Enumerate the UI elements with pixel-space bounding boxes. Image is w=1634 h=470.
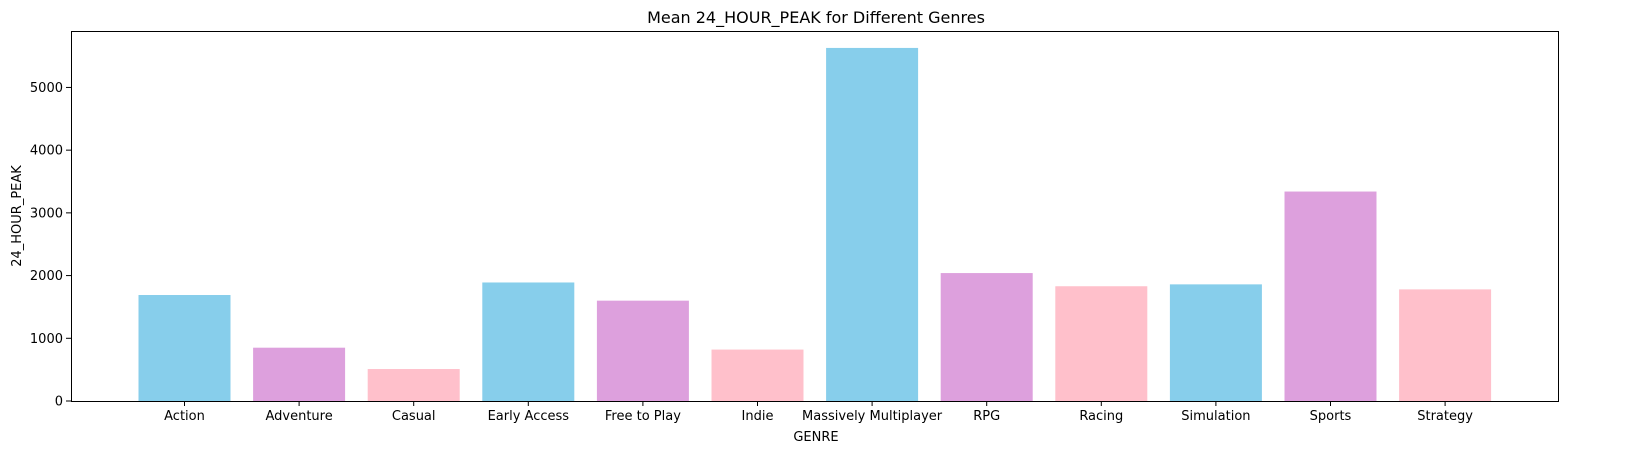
- plot-area-frame: [71, 31, 1559, 402]
- bar-early-access: [482, 282, 575, 401]
- bar-indie: [711, 349, 804, 401]
- x-tick-label: Indie: [742, 409, 774, 424]
- y-tick-label: 3000: [30, 206, 63, 221]
- bar-adventure: [253, 347, 346, 401]
- y-axis-ticks: 0 1000 2000 3000 4000 5000: [30, 81, 71, 410]
- chart-title: Mean 24_HOUR_PEAK for Different Genres: [647, 8, 985, 28]
- x-tick-label: Sports: [1310, 409, 1352, 424]
- y-tick-label: 4000: [30, 144, 63, 159]
- x-tick-label: Free to Play: [605, 409, 681, 424]
- x-axis-ticks: Action Adventure Casual Early Access Free to…: [164, 401, 1473, 424]
- bars: [138, 47, 1492, 402]
- y-axis-label: 24_HOUR_PEAK: [10, 165, 25, 267]
- bar-massively-multiplayer: [826, 47, 919, 402]
- x-tick-label: Adventure: [265, 409, 332, 424]
- bar-free-to-play: [596, 300, 689, 401]
- bar-casual: [367, 369, 460, 401]
- x-tick-label: Massively Multiplayer: [802, 409, 943, 424]
- bar-racing: [1055, 286, 1148, 401]
- x-tick-label: Casual: [392, 409, 436, 424]
- bar-rpg: [940, 273, 1033, 401]
- x-tick-label: Racing: [1079, 409, 1123, 424]
- y-tick-label: 1000: [30, 332, 63, 347]
- y-tick-label: 5000: [30, 81, 63, 96]
- x-tick-label: Early Access: [488, 409, 570, 424]
- bar-sports: [1284, 191, 1377, 401]
- x-tick-label: Simulation: [1181, 409, 1250, 424]
- x-tick-label: RPG: [973, 409, 1000, 424]
- y-tick-label: 0: [55, 395, 63, 410]
- y-tick-label: 2000: [30, 269, 63, 284]
- bar-action: [138, 295, 231, 401]
- x-axis-label: GENRE: [793, 430, 838, 445]
- bar-strategy: [1399, 289, 1492, 401]
- bar-simulation: [1169, 284, 1262, 401]
- x-tick-label: Strategy: [1417, 409, 1473, 424]
- x-tick-label: Action: [164, 409, 205, 424]
